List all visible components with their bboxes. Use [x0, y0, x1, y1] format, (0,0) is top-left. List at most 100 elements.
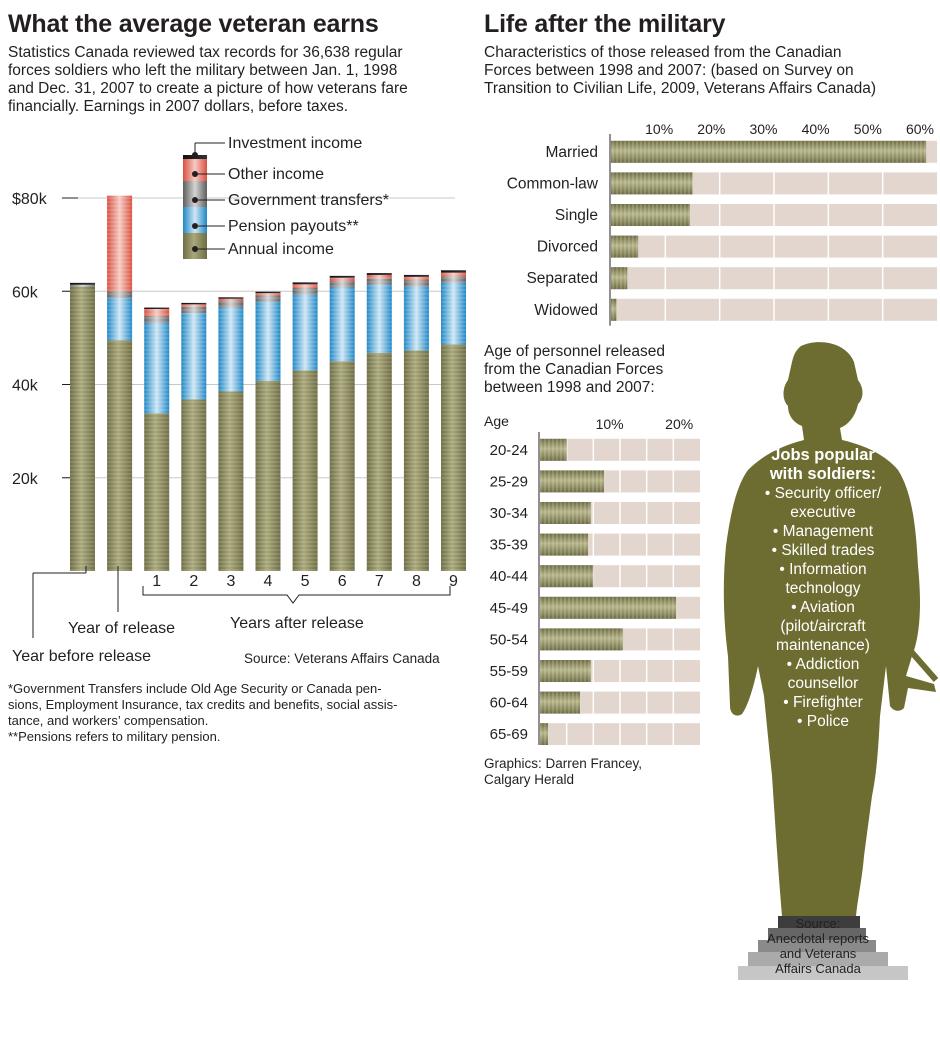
- bar-investment: [181, 302, 207, 305]
- x-tick-label: 4: [264, 573, 273, 590]
- bar-texture: [611, 172, 693, 195]
- bar-texture: [181, 399, 207, 571]
- x-tick-label: 60%: [906, 121, 934, 137]
- y-tick-label: 20k: [12, 471, 39, 488]
- job-item: • Firefighter: [783, 694, 863, 711]
- category-label: 20-24: [490, 442, 528, 459]
- bar-investment: [255, 291, 281, 294]
- soldier-silhouette: [723, 342, 939, 980]
- x-tick-label: 40%: [802, 121, 830, 137]
- bar-texture: [255, 380, 281, 571]
- bar-investment: [403, 274, 429, 277]
- bar-texture: [540, 565, 594, 588]
- bar-texture: [144, 322, 170, 414]
- bar-investment: [441, 270, 466, 273]
- category-label: Separated: [526, 270, 598, 287]
- bar-texture: [441, 272, 466, 277]
- x-tick-label: 30%: [749, 121, 777, 137]
- income-chart-title: What the average veteran earns: [8, 10, 379, 38]
- bar-texture: [218, 307, 244, 392]
- bar-texture: [181, 313, 207, 400]
- footnote-government-transfers: *Government Transfers include Old Age Se…: [8, 681, 398, 728]
- x-tick-label: 50%: [854, 121, 882, 137]
- job-item: • Police: [797, 713, 849, 730]
- label-year-before-release: Year before release: [12, 648, 152, 665]
- marital-chart: 10% 20% 30% 40% 50% 60% Married Common-law Singl…: [507, 121, 937, 326]
- category-label: Widowed: [534, 302, 598, 319]
- bar-texture: [292, 370, 318, 571]
- legend-label: Other income: [228, 166, 324, 183]
- bar-investment: [144, 307, 170, 309]
- bar-texture: [540, 723, 548, 745]
- x-tick-label: 8: [412, 573, 421, 590]
- x-tick-label: 7: [375, 573, 384, 590]
- legend-swatch-other: [183, 159, 207, 181]
- legend-swatch-pension: [183, 207, 207, 233]
- legend-label: Pension payouts**: [228, 218, 359, 235]
- bar-texture: [403, 276, 429, 281]
- bar-texture: [144, 308, 170, 316]
- soldier-rifle: [891, 630, 939, 682]
- category-label: 50-54: [490, 631, 528, 648]
- bar-texture: [218, 391, 244, 571]
- category-label: 55-59: [490, 663, 528, 680]
- bar-texture: [292, 287, 318, 295]
- soldier-base-2: [768, 928, 866, 940]
- category-label: 35-39: [490, 537, 528, 554]
- job-item: • Aviation (pilot/aircraft maintenance): [776, 599, 870, 654]
- bar-texture: [292, 294, 318, 371]
- x-tick-label: 10%: [596, 416, 624, 432]
- age-chart: Age 10% 20% 20-24 25-29 30-34 35-39 40-44 45-49 5…: [484, 413, 700, 745]
- age-axis-label: Age: [484, 413, 509, 429]
- category-label: 45-49: [490, 600, 528, 617]
- bracket-years-after: [142, 586, 451, 604]
- bar-texture: [329, 280, 355, 288]
- y-tick-label: $80k: [12, 191, 48, 208]
- legend-swatch-government: [183, 181, 207, 207]
- category-label: Divorced: [537, 239, 598, 256]
- category-label: 40-44: [490, 568, 528, 585]
- bar-texture: [107, 340, 133, 571]
- footnote-pensions: **Pensions refers to military pension.: [8, 729, 221, 744]
- bar-texture: [540, 438, 567, 461]
- income-chart: 20k 40k 60k $80k 1 2 3 4 5 6 7 8 9 Investment incom…: [12, 135, 466, 638]
- category-label: Married: [545, 144, 598, 161]
- bar-texture: [611, 140, 927, 163]
- soldier-base-3: [758, 940, 876, 952]
- bar-texture: [255, 293, 281, 296]
- bar-texture: [540, 470, 604, 493]
- category-label: Common-law: [507, 175, 599, 192]
- bar-texture: [218, 298, 244, 302]
- bar-texture: [144, 315, 170, 323]
- bar-texture: [107, 298, 133, 341]
- category-label: 60-64: [490, 695, 528, 712]
- bar-texture: [441, 282, 466, 345]
- soldier-base-5: [738, 966, 908, 980]
- bar-texture: [540, 628, 623, 651]
- bar-texture: [329, 277, 355, 281]
- soldier-base-4: [748, 952, 888, 966]
- bar-texture: [403, 280, 429, 287]
- category-label: 65-69: [490, 726, 528, 743]
- x-tick-label: 2: [189, 573, 198, 590]
- bar-texture: [144, 413, 170, 571]
- x-tick-label: 5: [301, 573, 310, 590]
- bar-texture: [611, 204, 690, 226]
- bar-texture: [107, 195, 133, 292]
- bar-texture: [403, 286, 429, 351]
- bar-texture: [611, 235, 639, 258]
- x-tick-label: 9: [449, 573, 458, 590]
- bar-investment: [366, 273, 392, 275]
- bar-texture: [611, 298, 617, 321]
- bar-investment: [329, 275, 355, 278]
- bar-investment: [70, 282, 95, 285]
- bar-texture: [218, 301, 244, 308]
- age-intro: Age of personnel released from the Canad…: [484, 343, 665, 396]
- job-item: • Addiction counsellor: [786, 656, 860, 692]
- soldier-body: [723, 342, 936, 916]
- bar-texture: [540, 691, 580, 714]
- life-after-title: Life after the military: [484, 10, 726, 38]
- legend-label: Annual income: [228, 241, 334, 258]
- legend-label: Investment income: [228, 135, 362, 152]
- job-item: • Security officer/ executive: [764, 485, 882, 521]
